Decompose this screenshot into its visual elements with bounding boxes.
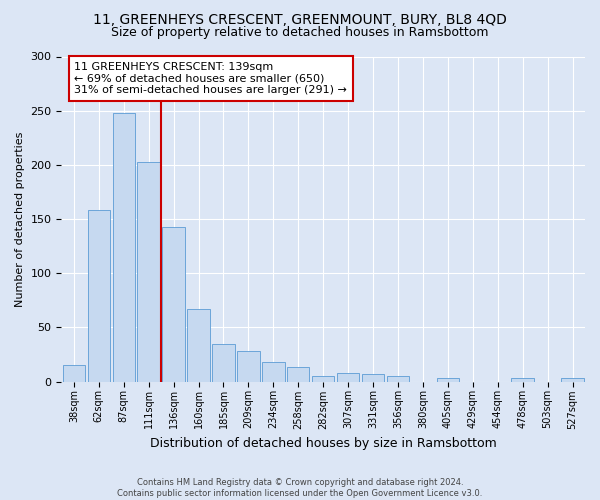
- Bar: [212, 344, 235, 382]
- Bar: [137, 162, 160, 382]
- Bar: [287, 368, 310, 382]
- Bar: [187, 309, 210, 382]
- Bar: [62, 366, 85, 382]
- Bar: [163, 226, 185, 382]
- Bar: [337, 373, 359, 382]
- Text: Size of property relative to detached houses in Ramsbottom: Size of property relative to detached ho…: [111, 26, 489, 39]
- X-axis label: Distribution of detached houses by size in Ramsbottom: Distribution of detached houses by size …: [150, 437, 497, 450]
- Bar: [362, 374, 384, 382]
- Text: 11 GREENHEYS CRESCENT: 139sqm
← 69% of detached houses are smaller (650)
31% of : 11 GREENHEYS CRESCENT: 139sqm ← 69% of d…: [74, 62, 347, 95]
- Text: Contains HM Land Registry data © Crown copyright and database right 2024.
Contai: Contains HM Land Registry data © Crown c…: [118, 478, 482, 498]
- Bar: [113, 113, 135, 382]
- Bar: [511, 378, 534, 382]
- Text: 11, GREENHEYS CRESCENT, GREENMOUNT, BURY, BL8 4QD: 11, GREENHEYS CRESCENT, GREENMOUNT, BURY…: [93, 12, 507, 26]
- Bar: [437, 378, 459, 382]
- Bar: [312, 376, 334, 382]
- Bar: [262, 362, 284, 382]
- Bar: [88, 210, 110, 382]
- Y-axis label: Number of detached properties: Number of detached properties: [15, 132, 25, 306]
- Bar: [237, 351, 260, 382]
- Bar: [562, 378, 584, 382]
- Bar: [387, 376, 409, 382]
